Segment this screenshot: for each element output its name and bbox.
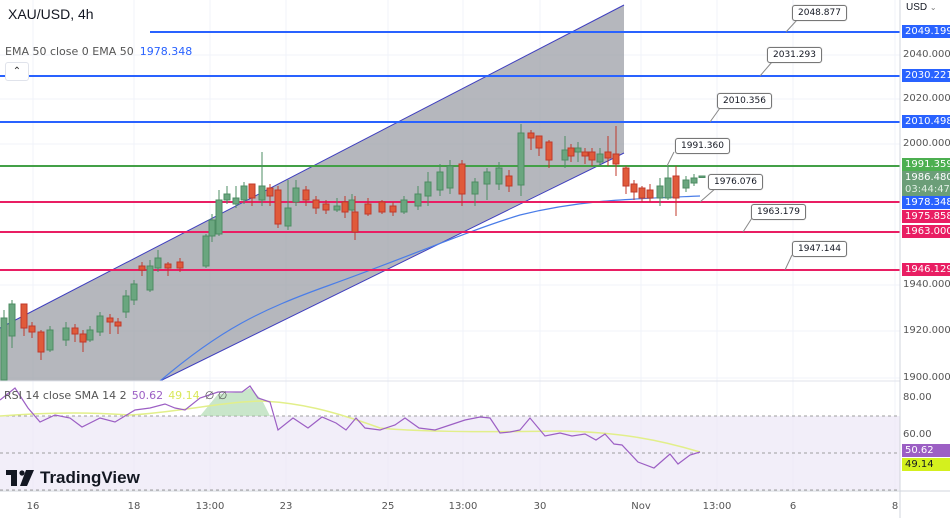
rsi-sma-line bbox=[0, 400, 701, 453]
chevron-up-icon: ⌃ bbox=[12, 66, 22, 77]
bar-countdown: 03:44:47 bbox=[905, 184, 950, 195]
time-label: 13:00 bbox=[702, 501, 732, 512]
chevron-down-icon: ⌄ bbox=[929, 3, 937, 12]
level-callout[interactable]: 2048.877 bbox=[792, 5, 847, 21]
price-tag-pivot: 1991.359 bbox=[902, 158, 950, 171]
ema-legend[interactable]: EMA 50 close 0 EMA 50 1978.348 bbox=[5, 45, 192, 58]
level-callout[interactable]: 1976.076 bbox=[708, 174, 763, 190]
level-callout[interactable]: 1991.360 bbox=[675, 138, 730, 154]
rsi-overbought-fill bbox=[200, 388, 270, 416]
tradingview-logo[interactable]: TradingView bbox=[6, 468, 140, 488]
price-tag-ema: 1978.348 bbox=[902, 196, 950, 209]
rsi-legend-label: RSI 14 close SMA 14 2 bbox=[4, 389, 127, 402]
time-label: 6 bbox=[789, 501, 797, 512]
price-tick: 2000.000 bbox=[903, 138, 950, 149]
level-callout[interactable]: 2010.356 bbox=[717, 93, 772, 109]
time-label: 23 bbox=[279, 501, 293, 512]
level-callout[interactable]: 1947.144 bbox=[792, 241, 847, 257]
rsi-sma-value: 49.14 bbox=[168, 389, 200, 402]
symbol-title[interactable]: XAU/USD, 4h bbox=[8, 6, 94, 22]
price-tick: 1940.000 bbox=[903, 279, 950, 290]
rsi-tick: 60.00 bbox=[903, 429, 932, 440]
price-tag-resistance-3: 2010.498 bbox=[902, 115, 950, 128]
price-tick: 2020.000 bbox=[903, 93, 950, 104]
price-tag-support-1: 1975.858 bbox=[902, 210, 950, 223]
currency-selector[interactable]: USD ⌄ bbox=[906, 2, 937, 13]
time-label: 13:00 bbox=[448, 501, 478, 512]
currency-label: USD bbox=[906, 2, 928, 13]
price-tick: 1920.000 bbox=[903, 325, 950, 336]
time-label: 25 bbox=[381, 501, 395, 512]
collapse-legend-button[interactable]: ⌃ bbox=[5, 62, 29, 81]
rsi-value-tag: 50.62 bbox=[902, 444, 950, 457]
level-callout[interactable]: 1963.179 bbox=[751, 204, 806, 220]
time-label: 18 bbox=[127, 501, 141, 512]
price-tag-resistance-2: 2030.221 bbox=[902, 69, 950, 82]
tradingview-logo-icon bbox=[6, 470, 34, 486]
price-tick: 1900.000 bbox=[903, 372, 950, 383]
rsi-extra: ∅ ∅ bbox=[204, 389, 228, 402]
resistance-lines bbox=[0, 31, 900, 123]
price-tag-resistance-1: 2049.199 bbox=[902, 25, 950, 38]
current-price-tag: 1986.480 03:44:47 bbox=[902, 171, 950, 197]
candles bbox=[0, 124, 706, 381]
ema-legend-value: 1978.348 bbox=[139, 45, 193, 58]
level-callout[interactable]: 2031.293 bbox=[767, 47, 822, 63]
rsi-legend[interactable]: RSI 14 close SMA 14 2 50.62 49.14 ∅ ∅ bbox=[4, 389, 227, 402]
callout-pointers bbox=[666, 19, 798, 271]
price-tag-support-3: 1946.129 bbox=[902, 263, 950, 276]
time-label: 16 bbox=[26, 501, 40, 512]
logo-text: TradingView bbox=[40, 468, 140, 487]
rsi-line bbox=[0, 385, 701, 469]
rsi-value: 50.62 bbox=[131, 389, 164, 402]
price-tick: 2040.000 bbox=[903, 49, 950, 60]
time-label: 8 bbox=[891, 501, 899, 512]
time-label: 13:00 bbox=[195, 501, 225, 512]
ema-legend-label: EMA 50 close 0 EMA 50 bbox=[5, 45, 134, 58]
price-tag-support-2: 1963.000 bbox=[902, 225, 950, 238]
ascending-channel bbox=[0, 5, 624, 381]
time-label: Nov bbox=[631, 501, 651, 512]
rsi-sma-tag: 49.14 bbox=[902, 458, 950, 471]
current-price: 1986.480 bbox=[905, 172, 950, 183]
rsi-levels bbox=[0, 415, 900, 491]
rsi-tick: 80.00 bbox=[903, 392, 932, 403]
time-label: 30 bbox=[533, 501, 547, 512]
